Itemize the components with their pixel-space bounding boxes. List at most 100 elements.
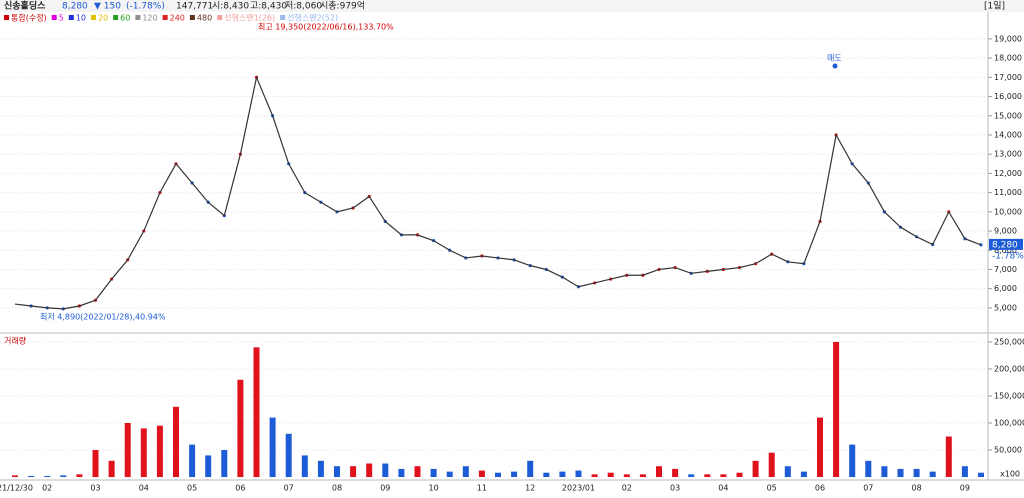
- y-tick-label: 18,000: [994, 54, 1022, 63]
- volume-bar: [591, 474, 598, 478]
- volume-bar: [736, 472, 743, 478]
- annotation: 매도: [827, 54, 842, 63]
- volume-bar: [221, 450, 228, 478]
- y-tick-label: 11,000: [994, 188, 1022, 197]
- volume-bar: [543, 472, 550, 478]
- volume-bar: [382, 463, 389, 478]
- legend-swatch: [4, 15, 9, 20]
- volume-bar: [478, 470, 485, 478]
- change-pct: (-1.78%): [126, 2, 165, 12]
- x-tick-label: 12: [525, 484, 535, 493]
- x-tick-label: 03: [90, 484, 100, 493]
- price: 8,280: [62, 2, 88, 12]
- legend-swatch: [68, 15, 74, 20]
- legend-label: 480: [197, 14, 212, 23]
- volume-bar: [189, 444, 196, 478]
- volume-bar: [12, 475, 18, 478]
- volume-bar: [44, 475, 51, 478]
- volume-bar: [350, 466, 357, 478]
- legend-swatch: [51, 15, 57, 20]
- volume-bar: [913, 468, 920, 478]
- header-bar: [0, 0, 1024, 12]
- volume-bar: [430, 468, 437, 478]
- legend-label: 20: [98, 14, 108, 23]
- price-line: [14, 75, 982, 310]
- legend-swatch: [217, 15, 223, 20]
- annotation: 최저 4,890(2022/01/28),40.94%: [40, 312, 166, 322]
- x-tick-label: 06: [815, 484, 825, 493]
- volume-bar: [285, 433, 292, 478]
- volume-bar: [60, 475, 67, 478]
- volume-bar: [124, 422, 131, 478]
- y-tick-label: 17,000: [994, 73, 1022, 82]
- market-cap: 시총:979억: [320, 0, 365, 12]
- y-tick-label: 15,000: [994, 111, 1022, 120]
- x-tick-label: 09: [380, 484, 390, 493]
- y-tick-label: 250,000: [994, 337, 1024, 346]
- volume-bar: [527, 460, 534, 478]
- y-tick-label: 8,000: [994, 246, 1017, 255]
- volume: 147,771: [176, 2, 213, 12]
- y-tick-label: 14,000: [994, 130, 1022, 139]
- volume-bar: [92, 450, 99, 478]
- y-tick-label: 200,000: [994, 364, 1024, 373]
- volume-bar: [511, 471, 518, 478]
- y-tick-label: 5,000: [994, 303, 1017, 312]
- high: 고:8,430: [250, 2, 287, 12]
- y-tick-label: 9,000: [994, 227, 1017, 236]
- last-price-box: [989, 238, 1023, 250]
- x-tick-label: 05: [767, 484, 777, 493]
- volume-bar: [881, 466, 888, 478]
- stock-name: 신송홀딩스: [4, 0, 46, 12]
- volume-bar: [817, 417, 823, 478]
- y-tick-label: 100,000: [994, 418, 1024, 427]
- volume-bar: [173, 406, 179, 478]
- x-tick-label: 05: [187, 484, 197, 493]
- legend-label: 10: [76, 14, 86, 23]
- legend-swatch: [189, 15, 195, 20]
- legend-label: 60: [120, 14, 130, 23]
- volume-bar: [704, 474, 711, 478]
- x-tick-label: 07: [284, 484, 294, 493]
- x-tick-label: 04: [718, 484, 728, 493]
- x-tick-label: 09: [960, 484, 970, 493]
- y-tick-label: 7,000: [994, 265, 1017, 274]
- volume-bar: [800, 471, 807, 478]
- legend-swatch: [113, 15, 119, 20]
- y-tick-label: 10,000: [994, 207, 1022, 216]
- volume-bar: [688, 474, 695, 478]
- volume-bar: [446, 471, 453, 478]
- volume-bar: [897, 468, 904, 478]
- x-tick-label: 03: [670, 484, 680, 493]
- panel-title: 거래량: [4, 336, 27, 346]
- volume-bar: [559, 471, 566, 478]
- volume-bar: [672, 468, 679, 478]
- sell-marker: [832, 63, 838, 69]
- change: ▼ 150: [94, 2, 121, 12]
- period[interactable]: [1일]: [984, 1, 1005, 12]
- last-change: -1.78%: [992, 251, 1024, 261]
- volume-bar: [720, 474, 727, 478]
- legend-label: 통합(수정): [11, 13, 47, 23]
- volume-bar: [205, 455, 212, 478]
- volume-bar: [334, 466, 340, 478]
- volume-bar: [156, 425, 163, 478]
- legend-label: 240: [170, 14, 185, 23]
- volume-bar: [849, 444, 856, 478]
- legend-swatch: [162, 15, 168, 20]
- volume-bar: [108, 460, 115, 478]
- volume-bar: [768, 452, 775, 478]
- x-tick-label: 10: [429, 484, 439, 493]
- legend-swatch: [135, 15, 141, 20]
- volume-bar: [575, 470, 582, 478]
- y-tick-label: 6,000: [994, 284, 1017, 293]
- volume-bar: [366, 463, 373, 478]
- y-tick-label: 19,000: [994, 34, 1022, 43]
- x-tick-label: 04: [139, 484, 149, 493]
- last-price: 8,280: [992, 240, 1018, 250]
- x-tick-label: 02: [622, 484, 632, 493]
- volume-bar: [607, 472, 614, 478]
- volume-bar: [945, 436, 952, 478]
